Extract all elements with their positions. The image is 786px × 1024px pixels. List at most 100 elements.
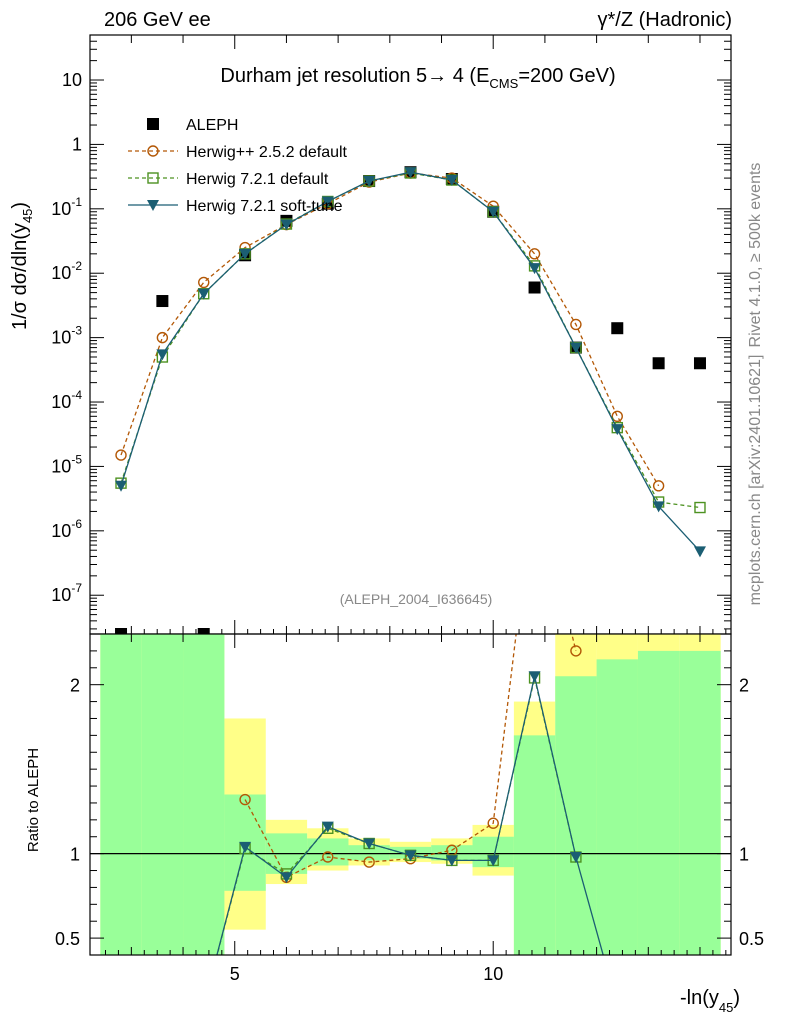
y-tick-base: 10	[51, 585, 71, 605]
data-point-herwig-7-2-1-soft-tune	[487, 206, 500, 218]
data-point-aleph	[652, 357, 665, 370]
ratio-plot-panel: 5 10 0.5 0.5 1 1 2 2	[55, 633, 764, 984]
y-tick-label: 10-5	[51, 452, 82, 476]
ratio-point-herwig-2-5-2-default	[487, 817, 499, 829]
y-tick-label: 1	[72, 134, 82, 154]
series-line-herwig-7-2-1-default	[120, 172, 701, 509]
analysis-tag: (ALEPH_2004_I636645)	[340, 591, 493, 607]
x-tick-label: 10	[483, 964, 503, 984]
data-point-herwig-7-2-1-soft-tune	[652, 501, 665, 513]
title-end: =200 GeV)	[518, 65, 615, 87]
data-point-aleph	[115, 628, 128, 634]
legend-marker-herwig-7-2-1-default	[147, 172, 159, 184]
ratio-tick-label-right: 2	[739, 676, 749, 696]
chart-title: Durham jet resolution 5→ 4 (ECMS=200 GeV…	[220, 65, 615, 91]
ratio-point-herwig-7-2-1-soft-tune	[280, 872, 293, 884]
y-tick-exp: -4	[71, 388, 82, 402]
ratio-plot-ticks: 5 10 0.5 0.5 1 1 2 2	[55, 634, 764, 984]
y-tick-base: 1	[72, 134, 82, 154]
data-point-herwig-7-2-1-soft-tune	[404, 167, 417, 179]
ratio-band-green	[348, 845, 390, 861]
data-point-herwig-7-2-1-soft-tune	[321, 196, 334, 208]
data-point-herwig-7-2-1-default	[694, 501, 706, 514]
data-point-herwig-7-2-1-soft-tune	[611, 424, 624, 436]
ratio-band-green	[555, 676, 597, 955]
rivet-label: Rivet 4.1.0, ≥ 500k events	[747, 163, 764, 348]
y-tick-label: 10-2	[51, 259, 82, 283]
ratio-point-herwig-2-5-2-default	[322, 851, 334, 863]
data-point-aleph	[611, 322, 624, 335]
data-point-herwig-7-2-1-soft-tune	[115, 480, 128, 492]
y-tick-exp: -5	[71, 452, 82, 466]
data-point-herwig-2-5-2-default	[570, 318, 582, 331]
data-point-aleph	[197, 628, 210, 634]
ratio-tick-label-right: 1	[739, 845, 749, 865]
y-tick-label: 10-6	[51, 517, 82, 541]
legend-label-herwig-2-5-2-default: Herwig++ 2.5.2 default	[186, 144, 348, 161]
ylabel-main: 1/σ dσ/dln(y	[9, 223, 31, 330]
ratio-tick-label: 1	[70, 845, 80, 865]
y-tick-base: 10	[51, 456, 71, 476]
main-plot-content	[115, 166, 706, 634]
xlabel-sub: 45	[719, 1000, 733, 1015]
title-arrow: →	[427, 65, 447, 87]
data-point-herwig-2-5-2-default	[156, 331, 169, 344]
ratio-point-herwig-7-2-1-soft-tune	[404, 850, 417, 862]
y-tick-label: 10-4	[51, 388, 82, 412]
legend-marker-aleph	[147, 118, 159, 130]
data-point-herwig-2-5-2-default	[611, 410, 623, 423]
data-point-herwig-7-2-1-soft-tune	[569, 342, 582, 354]
data-point-aleph	[693, 357, 706, 370]
data-point-herwig-2-5-2-default	[528, 248, 541, 260]
y-tick-base: 10	[51, 392, 71, 412]
data-point-herwig-7-2-1-soft-tune	[693, 546, 706, 558]
data-point-herwig-7-2-1-soft-tune	[156, 349, 169, 361]
x-tick-label: 5	[230, 964, 240, 984]
title-mid: 4 (E	[447, 65, 489, 87]
ratio-point-herwig-7-2-1-soft-tune	[569, 852, 582, 864]
y-tick-exp: -2	[71, 259, 82, 273]
legend-marker-herwig-2-5-2-default	[147, 145, 159, 157]
ratio-band-green	[100, 634, 142, 955]
header-right: γ*/Z (Hadronic)	[598, 9, 732, 31]
y-tick-exp: -1	[71, 195, 82, 209]
ratio-y-axis-label: Ratio to ALEPH	[25, 748, 42, 852]
ratio-band-green	[513, 735, 556, 955]
ratio-point-herwig-2-5-2-default	[570, 645, 582, 657]
legend-marker-herwig-7-2-1-soft-tune	[147, 200, 159, 211]
xlabel-end: )	[733, 987, 740, 1009]
xlabel-main: -ln(y	[680, 987, 719, 1009]
legend-label-aleph: ALEPH	[186, 117, 238, 134]
header-left: 206 GeV ee	[104, 9, 211, 31]
ratio-point-herwig-7-2-1-soft-tune	[239, 841, 252, 853]
x-axis-label: -ln(y45)	[680, 987, 740, 1015]
y-tick-exp: -7	[71, 581, 82, 595]
ratio-tick-label: 2	[70, 676, 80, 696]
y-tick-base: 10	[51, 263, 71, 283]
ratio-band-green	[183, 634, 225, 955]
y-tick-exp: -3	[71, 324, 82, 338]
ylabel-sub: 45	[20, 209, 35, 223]
legend-label-herwig-7-2-1-soft-tune: Herwig 7.2.1 soft-tune	[186, 198, 343, 215]
y-tick-base: 10	[62, 70, 82, 90]
title-sub: CMS	[489, 76, 518, 91]
y-tick-label: 10-1	[51, 195, 82, 219]
y-tick-base: 10	[51, 521, 71, 541]
ratio-point-herwig-7-2-1-soft-tune	[487, 855, 500, 867]
data-point-herwig-7-2-1-soft-tune	[197, 288, 210, 300]
data-point-herwig-7-2-1-soft-tune	[239, 248, 252, 260]
ylabel-end: )	[9, 202, 31, 209]
ratio-band-green	[431, 845, 473, 861]
data-point-herwig-2-5-2-default	[115, 449, 127, 461]
data-point-herwig-7-2-1-soft-tune	[280, 219, 293, 231]
mcplots-label: mcplots.cern.ch [arXiv:2401.10621]	[747, 355, 764, 606]
data-point-herwig-2-5-2-default	[198, 276, 210, 289]
data-point-herwig-2-5-2-default	[652, 480, 665, 492]
ratio-tick-label: 0.5	[55, 929, 80, 949]
legend-label-herwig-7-2-1-default: Herwig 7.2.1 default	[186, 171, 329, 188]
y-tick-label: 10	[62, 70, 82, 90]
ratio-point-herwig-7-2-1-soft-tune	[445, 855, 458, 867]
ratio-band-green	[141, 634, 184, 955]
